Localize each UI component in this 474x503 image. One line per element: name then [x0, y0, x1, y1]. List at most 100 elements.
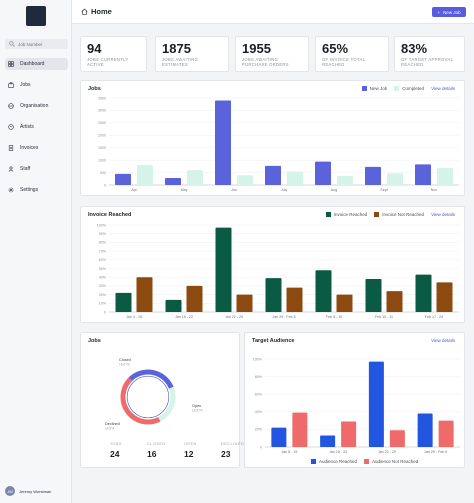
stat-card-invoice-total: 65% Of invoice total reached [315, 36, 389, 72]
bar-invoice-reached[interactable] [365, 278, 382, 312]
bar-invoice-reached[interactable] [215, 227, 232, 312]
invoice-icon [8, 145, 14, 151]
sidebar-item-staff[interactable]: Staff [5, 163, 68, 175]
view-details-link[interactable]: View details [431, 338, 455, 343]
x-tick-label: Aug [331, 188, 337, 192]
sidebar-item-jobs[interactable]: Jobs [5, 79, 68, 91]
bar-invoice-reached[interactable] [415, 274, 432, 312]
search-input[interactable] [18, 41, 68, 47]
building-icon [8, 103, 14, 109]
y-tick-label: 80% [99, 241, 107, 245]
sidebar-item-settings[interactable]: Settings [5, 184, 68, 196]
donut-label-open: Open [192, 404, 201, 408]
briefcase-icon [8, 82, 14, 88]
legend-swatch [361, 86, 367, 91]
bar-audience-reached[interactable] [368, 361, 384, 447]
sidebar-item-dashboard[interactable]: Dashboard [5, 58, 68, 70]
view-details-link[interactable]: View details [431, 86, 455, 91]
user-name: Jeremy Worstman [19, 488, 52, 494]
bar-invoice-not-reached[interactable] [386, 291, 403, 312]
bar-audience-not-reached[interactable] [341, 421, 357, 447]
donut-label-closed: Closed [119, 358, 131, 362]
bar-invoice-not-reached[interactable] [186, 285, 203, 312]
stat-label: Jobs awaiting estimates [162, 57, 199, 67]
stat-label: JOBS [110, 442, 122, 446]
donut-segment-open[interactable] [158, 386, 176, 422]
bar-invoice-not-reached[interactable] [236, 294, 253, 312]
bar-audience-reached[interactable] [320, 435, 336, 447]
legend-label: New Job [369, 86, 388, 91]
sidebar-item-invoices[interactable]: Invoices [5, 142, 68, 154]
y-tick-label: 500 [100, 171, 106, 175]
y-tick-label: 3500 [98, 96, 106, 100]
bar-invoice-not-reached[interactable] [136, 277, 153, 312]
bar-audience-reached[interactable] [271, 427, 287, 447]
y-tick-label: 50% [99, 267, 107, 271]
bar-audience-not-reached[interactable] [389, 430, 405, 447]
bar-completed[interactable] [137, 165, 153, 185]
sidebar-item-label: Jobs [20, 82, 31, 88]
bar-completed[interactable] [437, 167, 453, 185]
bar-new-job[interactable] [215, 100, 231, 185]
x-tick-label: Jan 8 - 15 [281, 450, 297, 454]
bar-audience-not-reached[interactable] [438, 420, 454, 447]
x-tick-label: Feb 17 - 24 [425, 315, 443, 319]
logo[interactable] [26, 6, 46, 26]
y-tick-label: 1500 [98, 146, 106, 150]
stat-value: 16 [147, 449, 157, 459]
sidebar-item-organisation[interactable]: Organisation [5, 100, 68, 112]
y-tick-label: 60% [99, 258, 107, 262]
search-box[interactable] [5, 39, 68, 49]
stat-label: Of target approval reached [401, 57, 453, 67]
stat-card-awaiting-estimates: 1875 Jobs awaiting estimates [155, 36, 229, 72]
legend-item: Audience Not Reached [364, 459, 418, 464]
bar-new-job[interactable] [265, 165, 281, 185]
user-profile[interactable]: JW Jeremy Worstman [5, 486, 51, 496]
legend-swatch [311, 459, 316, 464]
y-tick-label: 90% [99, 232, 107, 236]
stat-value: 23 [221, 449, 231, 459]
bar-invoice-reached[interactable] [315, 270, 332, 312]
sidebar-item-label: Dashboard [20, 61, 45, 67]
bar-invoice-reached[interactable] [165, 299, 182, 312]
x-tick-label: Jan 29 - Feb 5 [272, 315, 295, 319]
bar-new-job[interactable] [365, 166, 381, 185]
bar-invoice-not-reached[interactable] [336, 294, 353, 312]
donut-pct-closed: 16.67% [119, 363, 130, 367]
bar-completed[interactable] [287, 171, 303, 185]
x-tick-label: Jan 15 - 22 [329, 450, 347, 454]
view-details-link[interactable]: View details [431, 212, 455, 217]
donut-stats: JOBS 24 CLOSED 16 OPEN 12 DECLINED 23 [110, 442, 258, 459]
avatar: JW [5, 486, 15, 496]
sidebar-item-artists[interactable]: Artists [5, 121, 68, 133]
home-icon [81, 8, 88, 15]
bar-invoice-not-reached[interactable] [436, 282, 453, 312]
bar-completed[interactable] [237, 175, 253, 185]
bar-audience-reached[interactable] [417, 413, 433, 447]
y-tick-label: 2500 [98, 121, 106, 125]
bar-invoice-reached[interactable] [265, 278, 282, 312]
bar-completed[interactable] [387, 173, 403, 185]
new-job-button[interactable]: + New Job [432, 7, 466, 17]
stat-card-active-jobs: 94 Jobs currently active [80, 36, 147, 72]
stat-value: 24 [110, 449, 120, 459]
bar-new-job[interactable] [415, 164, 431, 185]
x-tick-label: Jan 29 - Feb 5 [424, 450, 447, 454]
y-tick-label: 1000 [98, 158, 106, 162]
bar-audience-not-reached[interactable] [292, 412, 308, 447]
bar-new-job[interactable] [165, 178, 181, 185]
bar-invoice-not-reached[interactable] [286, 287, 303, 312]
legend-item: Completed [394, 86, 424, 91]
bar-new-job[interactable] [115, 173, 131, 185]
sidebar-item-label: Organisation [20, 103, 49, 109]
bar-completed[interactable] [337, 176, 353, 185]
bar-invoice-reached[interactable] [115, 292, 132, 312]
bar-new-job[interactable] [315, 161, 331, 185]
donut-segment-declined[interactable] [120, 377, 161, 425]
y-tick-label: 20% [255, 428, 263, 432]
grid-icon [8, 61, 14, 67]
donut-segment-closed[interactable] [128, 369, 174, 389]
sidebar-item-label: Staff [20, 166, 31, 172]
bar-completed[interactable] [187, 170, 203, 185]
